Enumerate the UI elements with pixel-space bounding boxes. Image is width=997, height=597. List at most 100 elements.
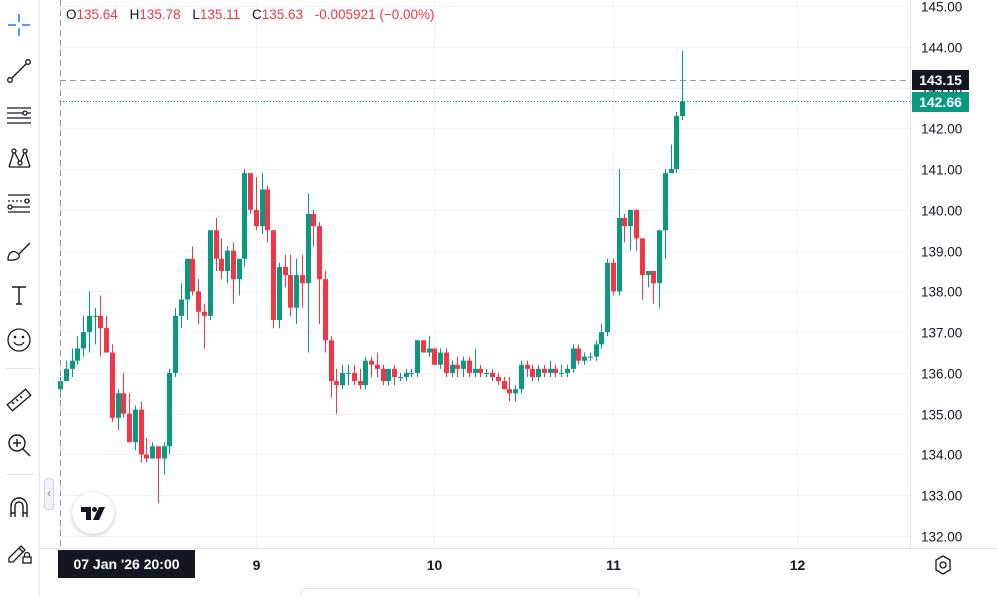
candle xyxy=(404,368,409,382)
zoom-icon xyxy=(8,434,31,457)
price-tick-label: 145.00 xyxy=(921,0,962,15)
candle-body xyxy=(208,230,213,316)
candle xyxy=(599,324,604,349)
candle-body xyxy=(81,332,86,349)
candle-body xyxy=(167,372,172,447)
candle xyxy=(133,405,138,451)
candle-body xyxy=(110,352,115,418)
chevron-left-icon: ‹ xyxy=(47,488,51,500)
open-value: 135.64 xyxy=(76,7,118,22)
candle-body xyxy=(525,364,530,369)
candle-body xyxy=(588,356,593,358)
candle xyxy=(317,222,322,324)
chart-settings-button[interactable] xyxy=(930,552,956,578)
candle xyxy=(496,372,501,386)
trend-line-tool-button[interactable] xyxy=(2,54,36,88)
candle-body xyxy=(265,189,270,231)
candle xyxy=(369,356,374,377)
high-value: 135.78 xyxy=(139,7,181,22)
candle-body xyxy=(530,368,535,377)
emoji-tool-button[interactable] xyxy=(2,323,36,357)
text-tool-button[interactable] xyxy=(2,278,36,312)
candle-body xyxy=(162,446,167,459)
candle xyxy=(530,364,535,382)
candle xyxy=(329,336,334,398)
candle xyxy=(93,307,98,345)
tradingview-logo[interactable] xyxy=(72,492,114,534)
candle-body xyxy=(576,348,581,361)
zoom-tool-button[interactable] xyxy=(2,428,36,462)
candle xyxy=(271,230,276,329)
candle xyxy=(502,377,507,390)
collapse-toolbar-button[interactable]: ‹ xyxy=(44,478,54,510)
candle xyxy=(548,360,553,377)
crosshair-tool-button[interactable] xyxy=(2,8,36,42)
horizontal-lines-tool-button[interactable] xyxy=(2,98,36,132)
candle xyxy=(582,352,587,365)
candle-body xyxy=(288,275,293,308)
candle xyxy=(646,271,651,288)
candle-body xyxy=(571,348,576,369)
candle-body xyxy=(219,258,224,271)
candle xyxy=(116,389,121,430)
candle xyxy=(467,356,472,377)
candle-body xyxy=(358,381,363,386)
candle xyxy=(461,356,466,377)
horizontal-lines-icon xyxy=(7,107,31,124)
candle-body xyxy=(64,368,69,382)
candle-body xyxy=(93,315,98,317)
candle xyxy=(363,356,368,390)
trend-line-icon xyxy=(7,59,31,83)
candle xyxy=(300,254,305,308)
ruler-tool-button[interactable] xyxy=(2,383,36,417)
candle-body xyxy=(144,454,149,459)
candle xyxy=(617,169,622,296)
time-axis[interactable]: 9 10 11 12 xyxy=(253,557,806,573)
lock-drawings-button[interactable] xyxy=(2,535,36,569)
candle-body xyxy=(680,101,685,117)
candle xyxy=(127,393,132,443)
candle-body xyxy=(271,230,276,320)
price-tick-label: 135.00 xyxy=(921,408,962,423)
magnet-tool-button[interactable] xyxy=(2,490,36,524)
candle-body xyxy=(260,189,265,227)
candle-body xyxy=(409,372,414,374)
pattern-icon xyxy=(8,148,31,168)
candle-body xyxy=(317,226,322,280)
candle-body xyxy=(444,352,449,373)
candle xyxy=(507,377,512,402)
brush-tool-button[interactable] xyxy=(2,234,36,268)
candle xyxy=(311,209,316,247)
candle xyxy=(553,364,558,377)
candle-body xyxy=(196,291,201,312)
candle xyxy=(254,177,259,231)
candle-body xyxy=(386,368,391,382)
candle xyxy=(179,283,184,329)
bottom-panel-tab[interactable] xyxy=(300,588,640,597)
price-tick-label: 140.00 xyxy=(921,204,962,219)
pattern-tool-button[interactable] xyxy=(2,142,36,176)
candle-body xyxy=(277,266,282,320)
candle xyxy=(288,254,293,316)
candle-body xyxy=(628,209,633,227)
candle-body xyxy=(421,340,426,353)
price-tick-label: 137.00 xyxy=(921,326,962,341)
ruler-icon xyxy=(6,388,32,412)
candle xyxy=(70,348,75,377)
price-tick-label: 141.00 xyxy=(921,163,962,178)
candle xyxy=(415,340,420,377)
candle xyxy=(346,364,351,386)
candle-body xyxy=(438,352,443,365)
candle-body xyxy=(461,360,466,369)
candle xyxy=(571,344,576,373)
candle xyxy=(628,209,633,251)
candle xyxy=(640,238,645,300)
candle xyxy=(409,368,414,377)
candle-body xyxy=(582,356,587,361)
candle-body xyxy=(104,328,109,353)
fib-tool-button[interactable] xyxy=(2,186,36,220)
candle-body xyxy=(467,360,472,373)
candle xyxy=(185,258,190,320)
candle xyxy=(306,193,311,353)
